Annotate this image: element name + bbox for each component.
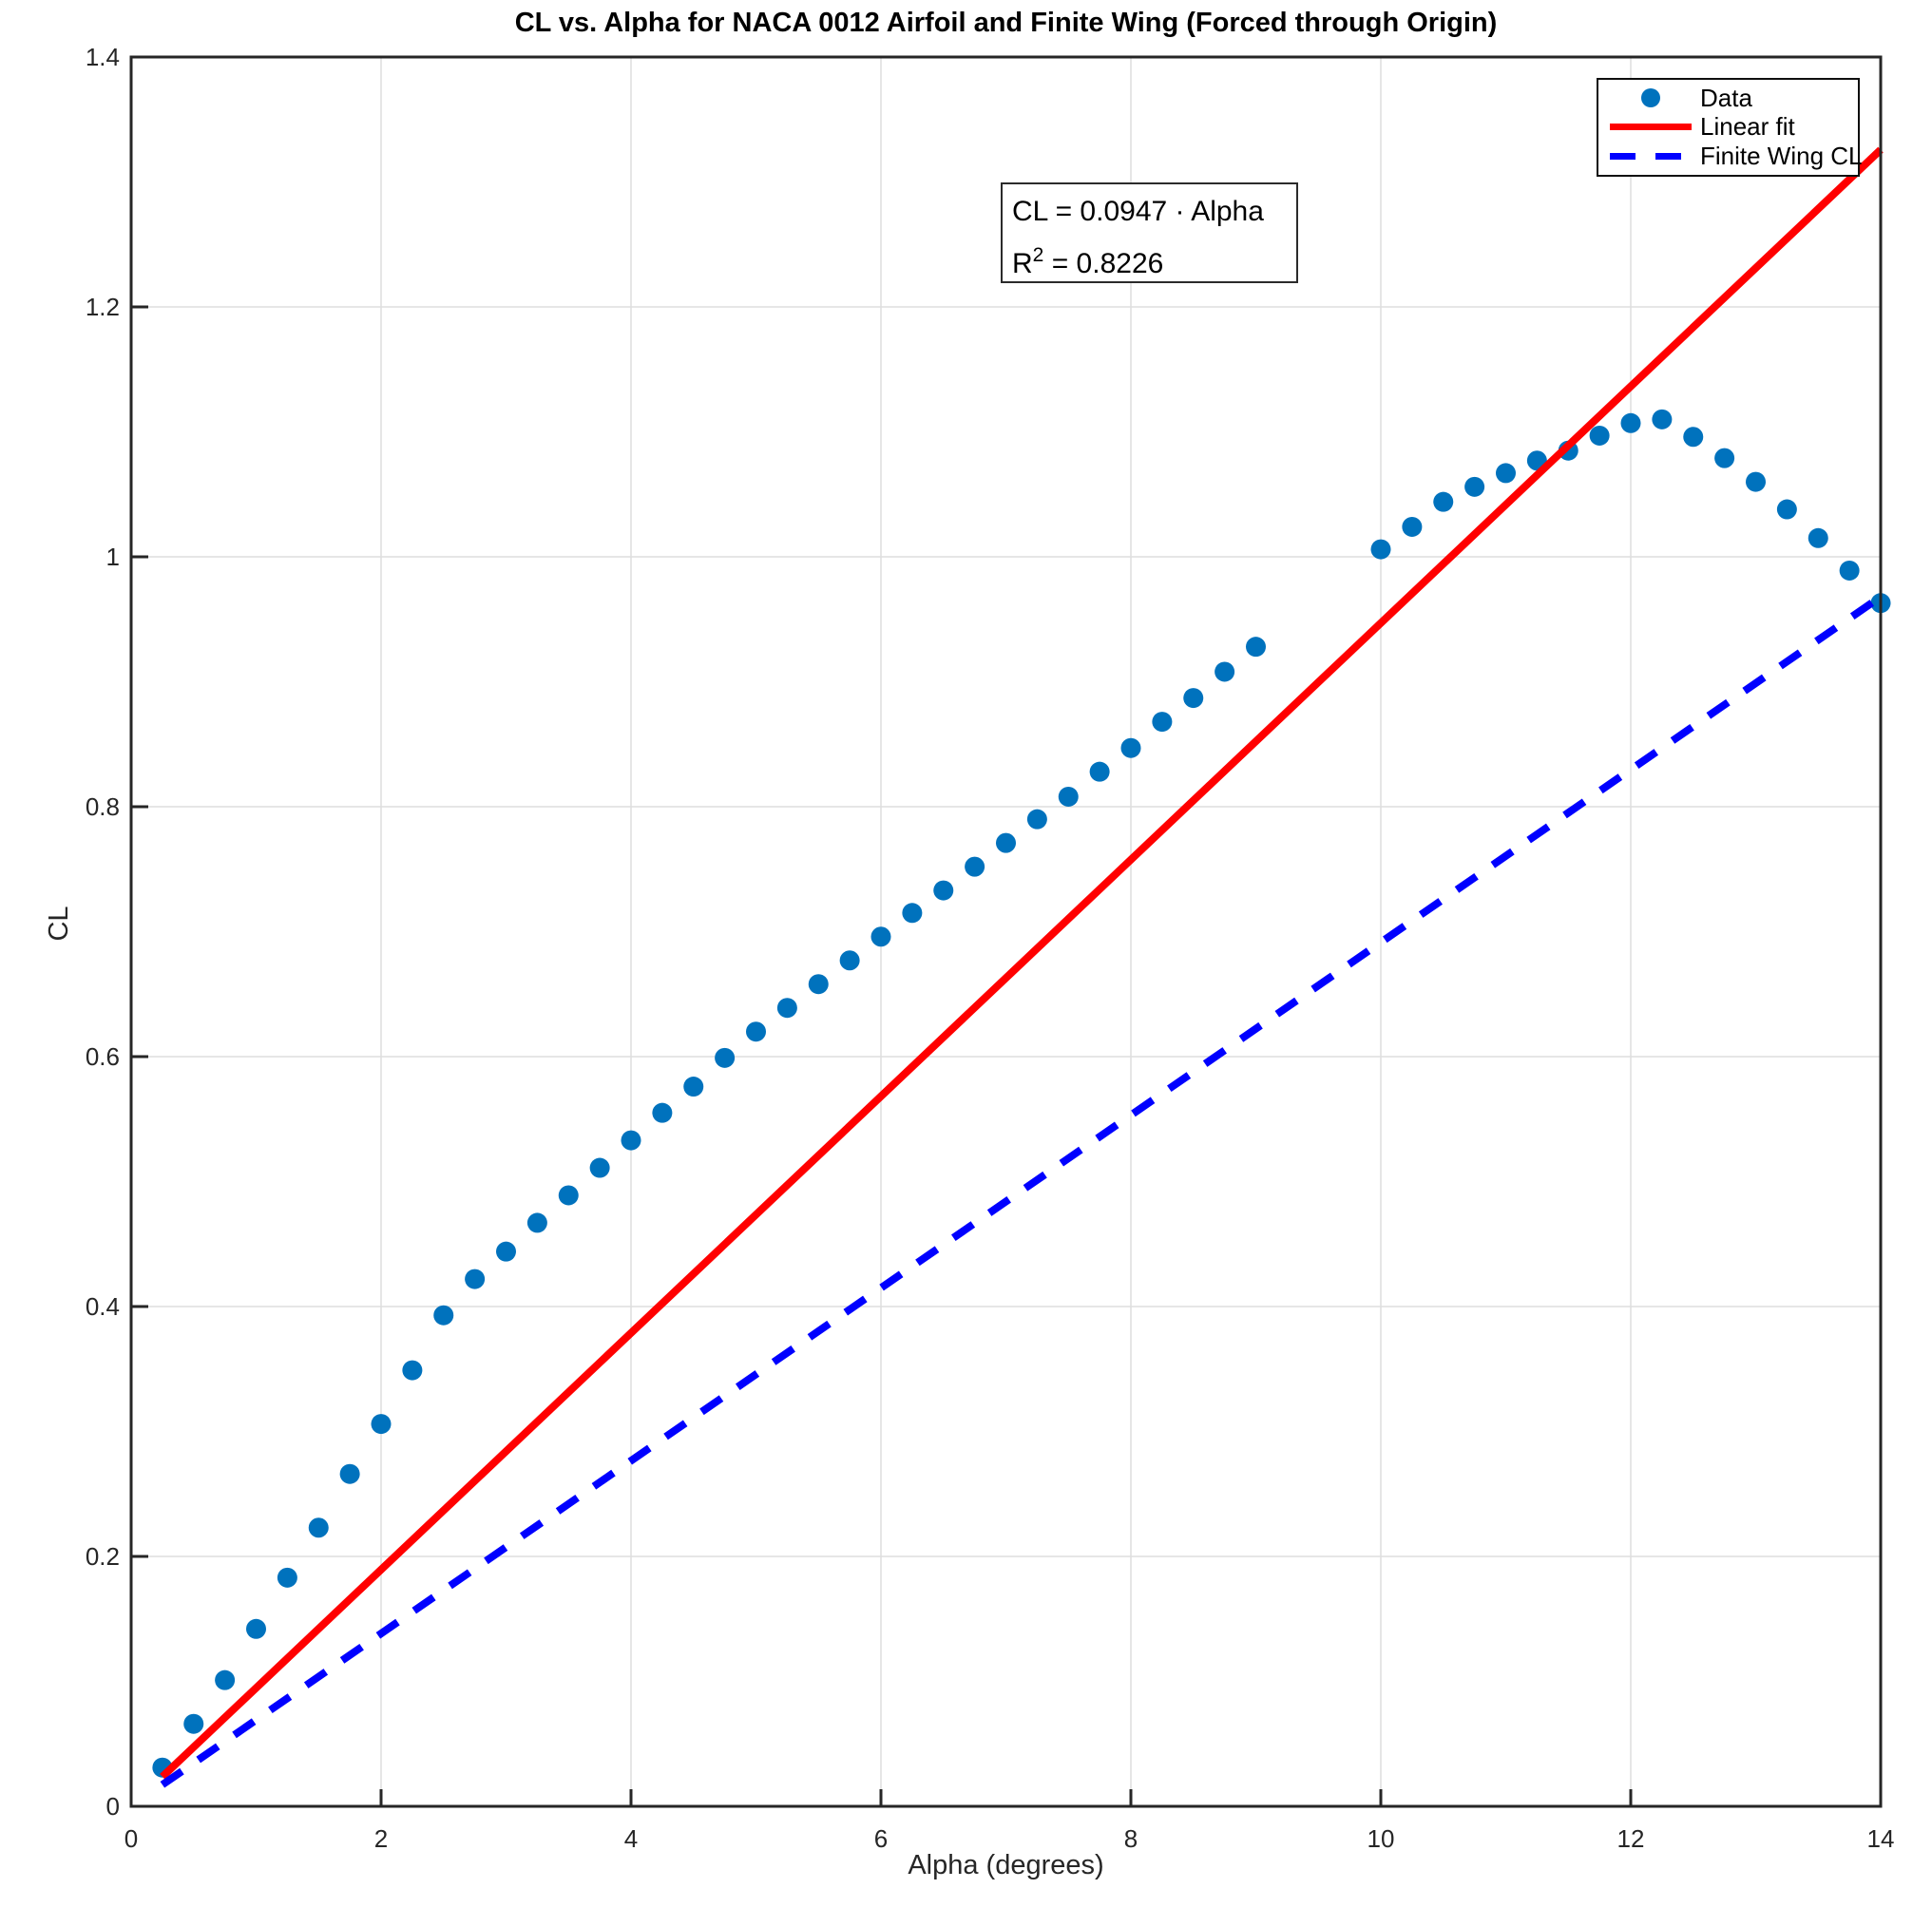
r-squared-text: R2 = 0.8226: [1012, 234, 1287, 286]
data-point: [1496, 463, 1516, 484]
x-tick-label: 2: [374, 1824, 388, 1853]
legend-label: Finite Wing CL: [1700, 142, 1863, 171]
y-axis-label: CL: [44, 906, 74, 942]
data-point: [589, 1157, 610, 1178]
y-tick-label: 1.4: [86, 43, 120, 71]
data-point: [1370, 539, 1391, 560]
data-point: [1433, 491, 1454, 512]
data-point: [996, 832, 1016, 853]
data-point: [1183, 688, 1204, 709]
x-tick-label: 10: [1368, 1824, 1395, 1853]
x-tick-label: 6: [874, 1824, 888, 1853]
legend-swatch-dashed: [1610, 153, 1692, 161]
data-point: [1746, 471, 1766, 492]
legend-label: Data: [1700, 83, 1752, 112]
data-point: [246, 1618, 266, 1639]
legend-swatch-solid: [1610, 124, 1692, 131]
data-point: [339, 1463, 360, 1484]
legend-swatch-marker: [1610, 88, 1692, 108]
r-squared-base: R: [1012, 248, 1033, 279]
y-tick-label: 1: [106, 543, 120, 571]
r-squared-sup: 2: [1032, 244, 1044, 266]
data-point: [715, 1047, 736, 1068]
data-point: [1152, 712, 1173, 733]
chart-title: CL vs. Alpha for NACA 0012 Airfoil and F…: [514, 8, 1498, 38]
x-tick-label: 12: [1617, 1824, 1645, 1853]
data-point: [1058, 786, 1079, 807]
y-tick-label: 0.2: [86, 1542, 120, 1571]
data-point: [1620, 412, 1641, 433]
data-point: [870, 926, 891, 947]
legend-item: Finite Wing CL: [1598, 142, 1863, 171]
data-point: [465, 1269, 486, 1289]
x-axis-label: Alpha (degrees): [908, 1850, 1104, 1880]
data-point: [526, 1212, 547, 1233]
data-point: [277, 1567, 297, 1588]
x-tick-label: 8: [1124, 1824, 1138, 1853]
data-point: [1683, 427, 1704, 448]
data-point: [215, 1669, 236, 1690]
legend: Data Linear fit Finite Wing CL: [1597, 78, 1863, 177]
data-point: [183, 1713, 204, 1734]
solid-line-icon: [1610, 124, 1692, 131]
dashed-line-icon: [1610, 153, 1692, 161]
r-squared-value: = 0.8226: [1043, 248, 1164, 279]
y-tick-label: 0.4: [86, 1292, 120, 1321]
data-point: [433, 1305, 454, 1326]
data-point: [776, 998, 797, 1019]
x-tick-label: 0: [124, 1824, 138, 1853]
data-point: [1714, 448, 1735, 468]
data-point: [1808, 527, 1828, 548]
y-tick-label: 0: [106, 1792, 120, 1821]
data-point: [1026, 809, 1047, 830]
data-marker-icon: [1641, 88, 1660, 108]
legend-item: Data: [1598, 84, 1858, 112]
data-point: [746, 1021, 766, 1042]
data-point: [1215, 661, 1235, 682]
data-point: [558, 1185, 579, 1206]
data-point: [1776, 499, 1797, 520]
annotation-box: CL = 0.0947 · Alpha R2 = 0.8226: [1001, 182, 1298, 283]
y-tick-label: 0.6: [86, 1042, 120, 1071]
data-point: [621, 1130, 641, 1151]
data-point: [496, 1241, 516, 1262]
data-point: [652, 1102, 673, 1123]
data-point: [902, 903, 923, 924]
data-point: [965, 856, 985, 877]
data-point: [1652, 409, 1673, 429]
data-point: [683, 1077, 704, 1097]
linear-fit-line: [160, 146, 1884, 1780]
data-point: [1589, 425, 1610, 446]
data-point: [808, 974, 829, 995]
legend-label: Linear fit: [1700, 112, 1795, 142]
x-tick-label: 4: [624, 1824, 638, 1853]
data-point: [402, 1360, 423, 1381]
finite-wing-line: [160, 593, 1884, 1788]
x-tick-label: 14: [1867, 1824, 1895, 1853]
data-point: [933, 880, 954, 901]
data-point: [308, 1517, 329, 1538]
data-point: [371, 1414, 392, 1435]
data-point: [1402, 516, 1423, 537]
data-point: [1089, 761, 1110, 782]
axes-box: [129, 55, 1883, 1808]
data-point: [1246, 637, 1266, 658]
data-point: [839, 950, 860, 971]
data-point: [1839, 560, 1860, 581]
data-point: [1120, 737, 1141, 758]
legend-item: Linear fit: [1598, 112, 1858, 142]
y-tick-label: 1.2: [86, 293, 120, 321]
data-point: [1464, 476, 1485, 497]
y-tick-label: 0.8: [86, 792, 120, 821]
fit-equation-text: CL = 0.0947 · Alpha: [1012, 196, 1264, 227]
